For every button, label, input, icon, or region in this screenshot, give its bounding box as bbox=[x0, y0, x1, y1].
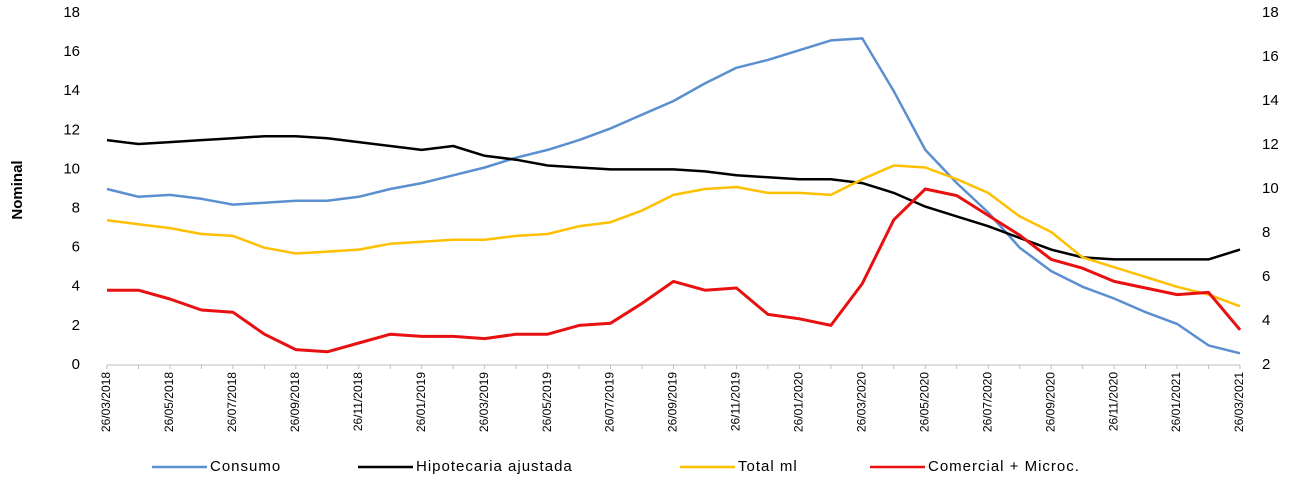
series-line bbox=[106, 164, 1241, 308]
y2-tick-label: 2 bbox=[1262, 356, 1270, 373]
x-tick-label: 26/09/2020 bbox=[1043, 372, 1057, 432]
x-tick-label: 26/07/2018 bbox=[225, 372, 239, 432]
legend-label: Comercial + Microc. bbox=[928, 458, 1080, 475]
x-tick-label: 26/05/2020 bbox=[917, 372, 931, 432]
x-tick-label: 26/03/2019 bbox=[477, 372, 491, 432]
y2-tick-label: 6 bbox=[1262, 268, 1270, 285]
y-tick-label: 12 bbox=[63, 121, 80, 138]
legend-label: Consumo bbox=[210, 458, 281, 475]
y2-tick-label: 14 bbox=[1262, 92, 1279, 109]
x-tick-label: 26/05/2019 bbox=[540, 372, 554, 432]
series-line bbox=[106, 134, 1241, 261]
y-tick-label: 8 bbox=[72, 200, 80, 217]
x-tick-label: 26/11/2020 bbox=[1106, 372, 1120, 431]
x-tick-label: 26/01/2019 bbox=[414, 372, 428, 432]
x-tick-label: 26/05/2018 bbox=[162, 372, 176, 432]
x-tick-label: 26/01/2020 bbox=[792, 372, 806, 432]
y-tick-label: 2 bbox=[72, 317, 80, 334]
y-tick-label: 16 bbox=[63, 43, 80, 60]
y-tick-label: 4 bbox=[72, 278, 80, 295]
series-line bbox=[107, 187, 1242, 354]
y-tick-label: 6 bbox=[72, 239, 80, 256]
x-tick-label: 26/09/2018 bbox=[288, 372, 302, 432]
y2-tick-label: 16 bbox=[1262, 48, 1279, 65]
y-tick-label: 14 bbox=[63, 82, 80, 99]
y2-tick-label: 4 bbox=[1262, 312, 1270, 329]
x-tick-label: 26/07/2020 bbox=[980, 372, 994, 432]
x-tick-label: 26/03/2018 bbox=[99, 372, 113, 432]
x-tick-label: 26/11/2018 bbox=[351, 372, 365, 431]
x-tick-label: 26/03/2021 bbox=[1232, 372, 1246, 432]
legend-label: Total ml bbox=[738, 458, 798, 475]
y2-tick-label: 12 bbox=[1262, 136, 1279, 153]
y-tick-label: 0 bbox=[72, 356, 80, 373]
x-tick-label: 26/11/2019 bbox=[729, 372, 743, 431]
y2-tick-label: 8 bbox=[1262, 224, 1270, 241]
x-tick-label: 26/01/2021 bbox=[1169, 372, 1183, 432]
legend-label: Hipotecaria ajustada bbox=[416, 458, 573, 475]
x-tick-label: 26/09/2019 bbox=[666, 372, 680, 432]
y-axis-label: Nominal bbox=[9, 160, 26, 219]
y-tick-label: 18 bbox=[63, 4, 80, 21]
y-tick-label: 10 bbox=[63, 160, 80, 177]
x-tick-label: 26/03/2020 bbox=[855, 372, 869, 432]
series-line bbox=[106, 37, 1241, 355]
y2-tick-label: 18 bbox=[1262, 4, 1279, 21]
y2-tick-label: 10 bbox=[1262, 180, 1279, 197]
x-tick-label: 26/07/2019 bbox=[603, 372, 617, 432]
